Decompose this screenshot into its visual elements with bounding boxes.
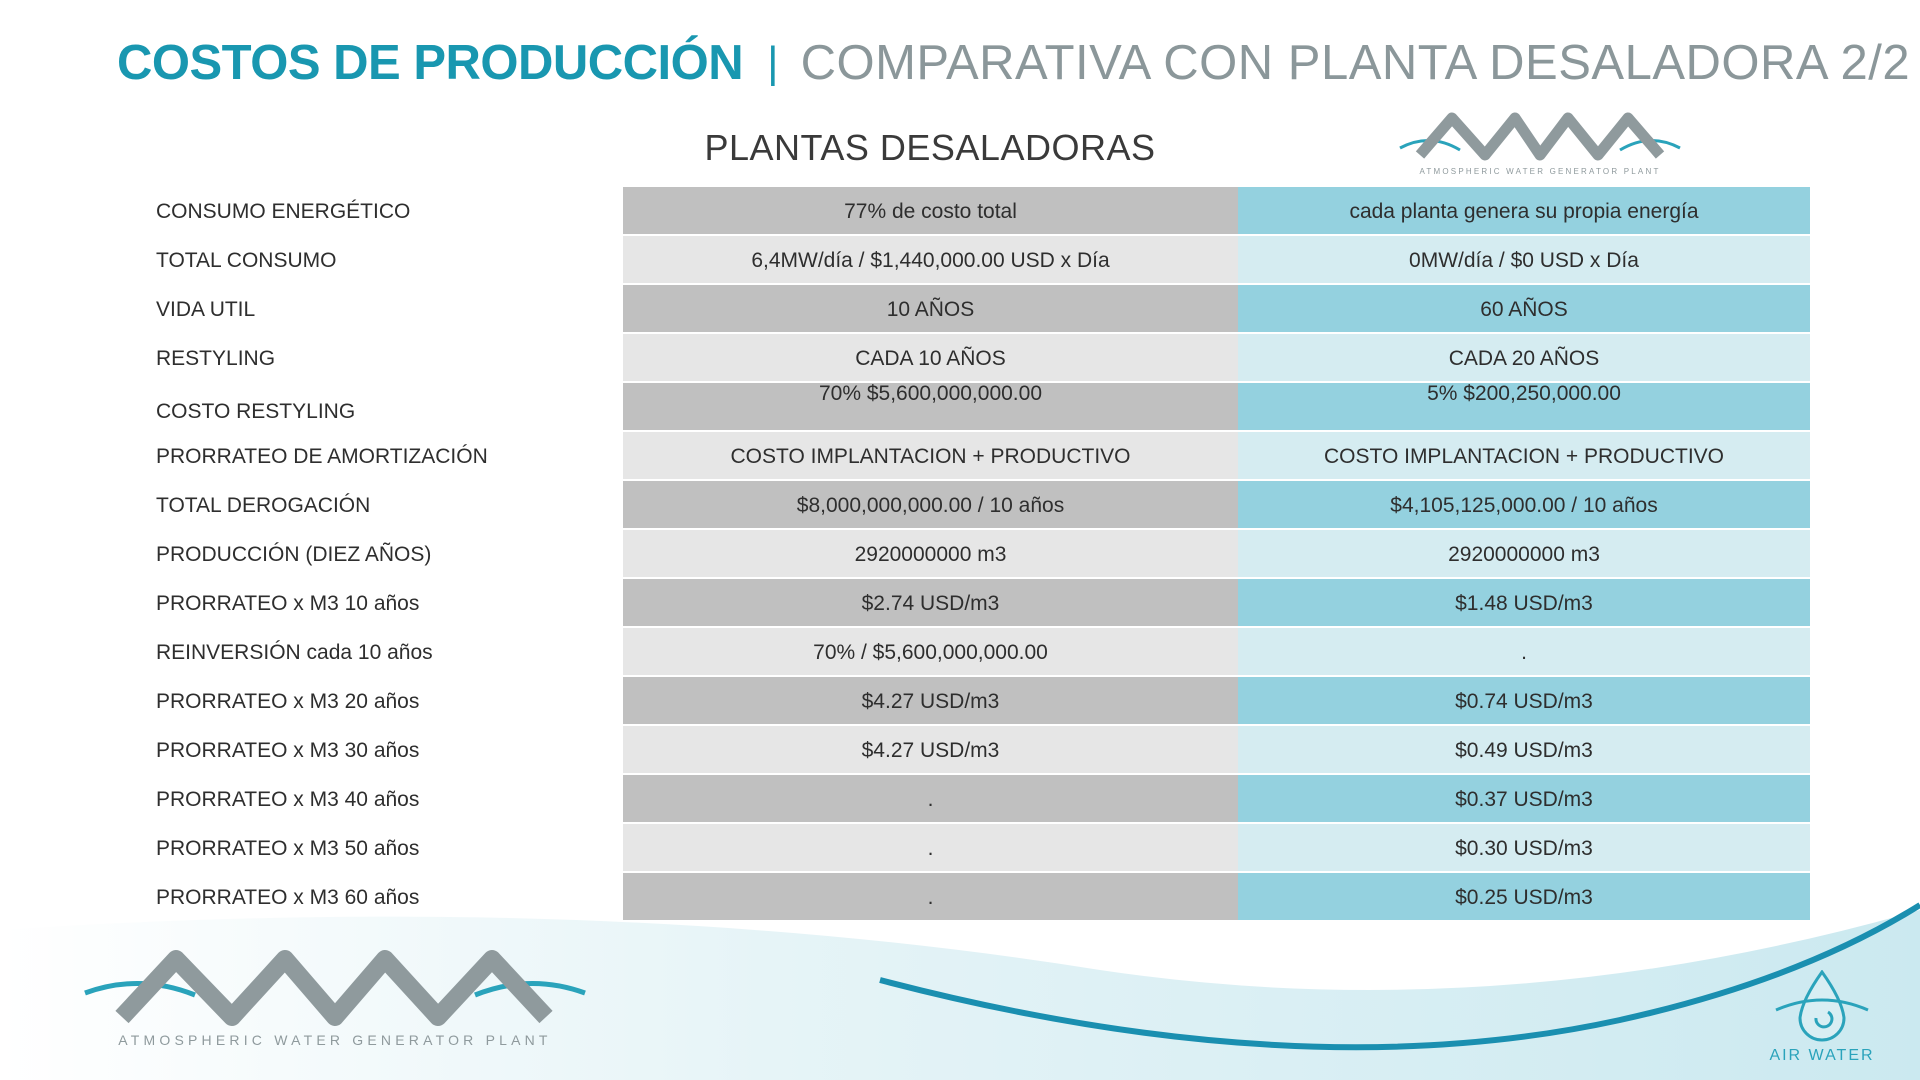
row-label: COSTO RESTYLING xyxy=(156,400,356,423)
table-row: PRORRATEO x M3 20 años $4.27 USD/m3 $0.7… xyxy=(156,677,1810,726)
row-label: PRORRATEO x M3 30 años xyxy=(156,739,420,762)
awa-logo-tagline: ATMOSPHERIC WATER GENERATOR PLANT xyxy=(1419,167,1661,176)
table-row: PRORRATEO x M3 30 años $4.27 USD/m3 $0.4… xyxy=(156,726,1810,775)
title-subtitle: COMPARATIVA CON PLANTA DESALADORA 2/2 xyxy=(800,36,1911,90)
desal-cell: . xyxy=(623,873,1238,922)
row-label: PRORRATEO x M3 10 años xyxy=(156,592,420,615)
desal-cell: $4.27 USD/m3 xyxy=(623,677,1238,726)
awa-cell: $1.48 USD/m3 xyxy=(1238,579,1810,628)
desal-cell: . xyxy=(623,824,1238,873)
desal-cell: COSTO IMPLANTACION + PRODUCTIVO xyxy=(623,432,1238,481)
awa-cell: $0.49 USD/m3 xyxy=(1238,726,1810,775)
table-row: COSTO RESTYLING 70% $5,600,000,000.00 5%… xyxy=(156,383,1810,432)
comparison-table: CONSUMO ENERGÉTICO 77% de costo total ca… xyxy=(156,187,1810,922)
title-main: COSTOS DE PRODUCCIÓN xyxy=(117,36,744,90)
slide-title: COSTOS DE PRODUCCIÓN | COMPARATIVA CON P… xyxy=(117,28,1910,98)
decorative-wave xyxy=(0,902,1920,1080)
awa-cell: CADA 20 AÑOS xyxy=(1238,334,1810,383)
desal-cell: 70% / $5,600,000,000.00 xyxy=(623,628,1238,677)
awa-cell: cada planta genera su propia energía xyxy=(1238,187,1810,236)
row-label: PRORRATEO x M3 40 años xyxy=(156,788,420,811)
desal-cell: 10 AÑOS xyxy=(623,285,1238,334)
desal-cell: $4.27 USD/m3 xyxy=(623,726,1238,775)
awa-cell: $0.37 USD/m3 xyxy=(1238,775,1810,824)
footer-logo-tagline: ATMOSPHERIC WATER GENERATOR PLANT xyxy=(118,1032,552,1048)
awa-cell: COSTO IMPLANTACION + PRODUCTIVO xyxy=(1238,432,1810,481)
desal-cell: 70% $5,600,000,000.00 xyxy=(623,383,1238,432)
awa-cell: 2920000000 m3 xyxy=(1238,530,1810,579)
desal-cell: 2920000000 m3 xyxy=(623,530,1238,579)
table-row: PRORRATEO x M3 40 años . $0.37 USD/m3 xyxy=(156,775,1810,824)
awa-cell: $0.30 USD/m3 xyxy=(1238,824,1810,873)
table-row: PRORRATEO x M3 10 años $2.74 USD/m3 $1.4… xyxy=(156,579,1810,628)
row-label: REINVERSIÓN cada 10 años xyxy=(156,641,433,664)
awa-cell: 5% $200,250,000.00 xyxy=(1238,383,1810,432)
row-label: TOTAL DEROGACIÓN xyxy=(156,494,371,517)
row-label: TOTAL CONSUMO xyxy=(156,249,337,272)
table-row: PRODUCCIÓN (DIEZ AÑOS) 2920000000 m3 292… xyxy=(156,530,1810,579)
desal-cell: CADA 10 AÑOS xyxy=(623,334,1238,383)
row-label: PRORRATEO DE AMORTIZACIÓN xyxy=(156,445,488,468)
table-row: TOTAL DEROGACIÓN $8,000,000,000.00 / 10 … xyxy=(156,481,1810,530)
table-row: PRORRATEO x M3 50 años . $0.30 USD/m3 xyxy=(156,824,1810,873)
desal-cell: 6,4MW/día / $1,440,000.00 USD x Día xyxy=(623,236,1238,285)
desalination-column-header: PLANTAS DESALADORAS xyxy=(704,127,1156,168)
table-row: VIDA UTIL 10 AÑOS 60 AÑOS xyxy=(156,285,1810,334)
awa-cell: $4,105,125,000.00 / 10 años xyxy=(1238,481,1810,530)
table-row: CONSUMO ENERGÉTICO 77% de costo total ca… xyxy=(156,187,1810,236)
water-drop-icon xyxy=(1775,970,1869,1042)
row-label: PRORRATEO x M3 50 años xyxy=(156,837,420,860)
row-label: PRORRATEO x M3 20 años xyxy=(156,690,420,713)
awa-logo-icon xyxy=(1399,112,1681,161)
row-label: VIDA UTIL xyxy=(156,298,256,321)
awa-cell: $0.74 USD/m3 xyxy=(1238,677,1810,726)
awa-cell: 60 AÑOS xyxy=(1238,285,1810,334)
awa-footer-logo-icon xyxy=(84,950,586,1026)
table-row: REINVERSIÓN cada 10 años 70% / $5,600,00… xyxy=(156,628,1810,677)
title-separator: | xyxy=(767,38,779,87)
awa-cell: $0.25 USD/m3 xyxy=(1238,873,1810,922)
desal-cell: . xyxy=(623,775,1238,824)
desal-cell: 77% de costo total xyxy=(623,187,1238,236)
table-row: TOTAL CONSUMO 6,4MW/día / $1,440,000.00 … xyxy=(156,236,1810,285)
table-row: PRORRATEO DE AMORTIZACIÓN COSTO IMPLANTA… xyxy=(156,432,1810,481)
awa-cell: 0MW/día / $0 USD x Día xyxy=(1238,236,1810,285)
row-label: CONSUMO ENERGÉTICO xyxy=(156,200,411,223)
table-row: PRORRATEO x M3 60 años . $0.25 USD/m3 xyxy=(156,873,1810,922)
row-label: RESTYLING xyxy=(156,347,276,370)
awa-cell: . xyxy=(1238,628,1810,677)
desal-cell: $2.74 USD/m3 xyxy=(623,579,1238,628)
table-row: RESTYLING CADA 10 AÑOS CADA 20 AÑOS xyxy=(156,334,1810,383)
row-label: PRORRATEO x M3 60 años xyxy=(156,886,420,909)
airwater-label: AIR WATER xyxy=(1769,1047,1875,1064)
desal-cell: $8,000,000,000.00 / 10 años xyxy=(623,481,1238,530)
row-label: PRODUCCIÓN (DIEZ AÑOS) xyxy=(156,543,432,566)
